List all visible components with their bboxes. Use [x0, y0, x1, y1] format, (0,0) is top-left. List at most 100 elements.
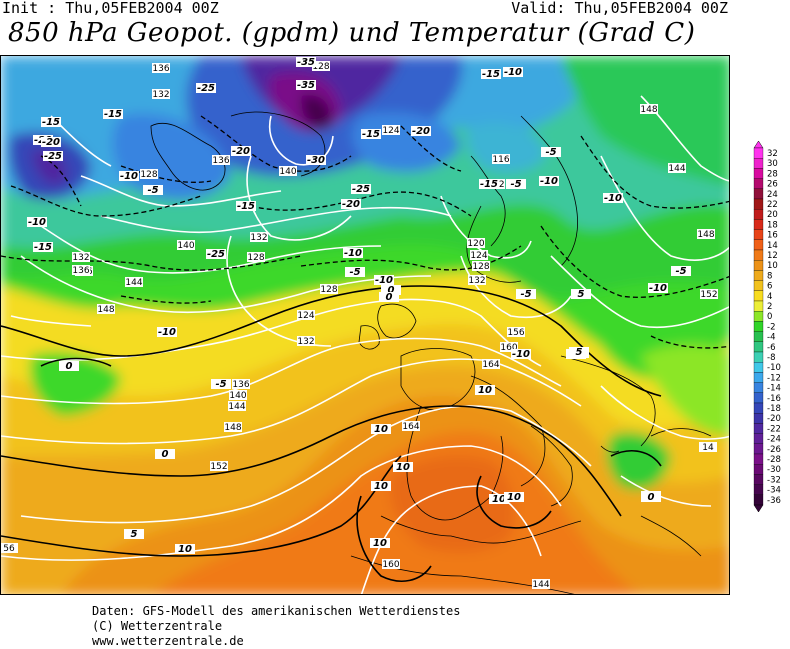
geopotential-label-bg	[640, 104, 658, 114]
legend-swatch	[753, 331, 764, 342]
temperature-label: -20	[412, 126, 430, 137]
temperature-label-bg	[475, 385, 495, 395]
temperature-label-bg	[541, 147, 561, 157]
temperature-label: -15	[480, 179, 498, 190]
geopotential-label-bg	[312, 61, 330, 71]
legend-label: 32	[767, 149, 778, 159]
temperature-label: -10	[504, 67, 522, 78]
geopotential-label-bg	[228, 401, 246, 411]
temperature-label-bg	[393, 462, 413, 472]
geopotential-label-bg	[468, 275, 486, 285]
legend-swatch	[753, 270, 764, 281]
legend-label: 24	[767, 190, 778, 200]
geopotential-label-bg	[467, 238, 485, 248]
legend-swatch	[753, 423, 764, 434]
geopotential-label-bg	[668, 163, 686, 173]
geopotential-label: 132	[297, 337, 314, 347]
temperature-label-bg	[504, 492, 524, 502]
temperature-label-bg	[306, 155, 326, 165]
geopotential-label: 148	[224, 423, 241, 433]
legend-label: 16	[767, 231, 778, 241]
legend-swatch	[753, 229, 764, 240]
temperature-label: -15	[237, 201, 255, 212]
legend-label: -24	[767, 435, 781, 445]
geopotential-label: 164	[402, 422, 419, 432]
geopotential-isolines	[1, 95, 729, 594]
footer-url[interactable]: www.wetterzentrale.de	[92, 634, 244, 648]
temperature-label-bg	[603, 193, 623, 203]
temperature-label-bg	[479, 179, 499, 189]
geopotential-label-bg	[507, 327, 525, 337]
legend-label: 2	[767, 302, 772, 312]
geopotential-label: 128	[312, 62, 329, 72]
legend-swatch	[753, 341, 764, 353]
legend-swatch	[753, 249, 764, 261]
legend-swatch	[753, 494, 764, 506]
temperature-label-bg	[343, 248, 363, 258]
legend-swatch	[753, 392, 764, 404]
legend-label: -28	[767, 455, 781, 465]
temperature-label: -5	[520, 289, 531, 300]
legend-swatch	[753, 168, 764, 179]
temperature-label-bg	[175, 544, 195, 554]
legend-swatch	[753, 433, 764, 444]
temperature-label-bg	[361, 129, 381, 139]
footer-copyright: (C) Wetterzentrale	[92, 619, 223, 633]
temperature-label: 5	[578, 289, 585, 300]
legend-swatch	[753, 198, 764, 210]
geopotential-label: 140	[177, 241, 194, 251]
temperature-label-bg	[411, 126, 431, 136]
geopotential-label-bg	[229, 390, 247, 400]
temperature-label-bg	[341, 199, 361, 209]
map-canvas: 1361321281361321281361401361321281401441…	[1, 56, 729, 594]
temperature-label-bg	[516, 289, 536, 299]
temperature-label: -15	[362, 129, 380, 140]
geopotential-label: 160	[382, 560, 399, 570]
legend-swatch	[753, 311, 764, 322]
temperature-label: -10	[158, 327, 176, 338]
temperature-label: -25	[207, 249, 225, 260]
geopotential-label-bg	[402, 421, 420, 431]
temperature-label: -10	[540, 176, 558, 187]
temperature-label: 10	[178, 544, 192, 555]
legend-label: 20	[767, 210, 778, 220]
temperature-label-bg	[374, 275, 394, 285]
geopotential-label: 144	[125, 278, 142, 288]
init-time: Init : Thu,05FEB2004 00Z	[2, 0, 219, 17]
temperature-label-bg	[345, 267, 365, 277]
geopotential-label: 152	[700, 290, 717, 300]
temperature-label-bg	[481, 69, 501, 79]
geopotential-label-bg	[532, 579, 550, 589]
temperature-label: 0	[162, 449, 169, 460]
geopotential-label-bg	[224, 422, 242, 432]
geopotential-label-bg	[500, 342, 518, 352]
geopotential-label-bg	[472, 261, 490, 271]
geopotential-label: 128	[320, 285, 337, 295]
geopotential-label-bg	[72, 252, 90, 262]
geopotential-label-bg	[212, 155, 230, 165]
geopotential-label-bg	[177, 240, 195, 250]
temperature-label: -10	[649, 283, 667, 294]
temperature-label: 10	[373, 538, 387, 549]
geopotential-label: 136	[232, 380, 249, 390]
legend-swatch	[753, 280, 764, 291]
temperature-label-bg	[539, 176, 559, 186]
temperature-label-bg	[506, 179, 526, 189]
geopotential-label-bg	[152, 63, 170, 73]
geopotential-label-bg	[320, 284, 338, 294]
temperature-label-bg	[41, 117, 61, 127]
temperature-label-bg	[571, 289, 591, 299]
temperature-label: -25	[197, 83, 215, 94]
legend-label: 10	[767, 261, 778, 271]
temperature-label: -5	[675, 266, 686, 277]
temperature-legend: 32302826242220181614121086420-2-4-6-8-10…	[753, 140, 781, 512]
temperature-label: -10	[512, 349, 530, 360]
legend-swatch	[753, 402, 764, 414]
legend-label: -12	[767, 373, 781, 383]
geopotential-label: 128	[140, 170, 157, 180]
legend-swatch	[753, 382, 764, 393]
temperature-label-bg	[648, 283, 668, 293]
temperature-label-bg	[371, 481, 391, 491]
geopotential-label: 136	[152, 64, 169, 74]
temperature-label: 5	[576, 347, 583, 358]
